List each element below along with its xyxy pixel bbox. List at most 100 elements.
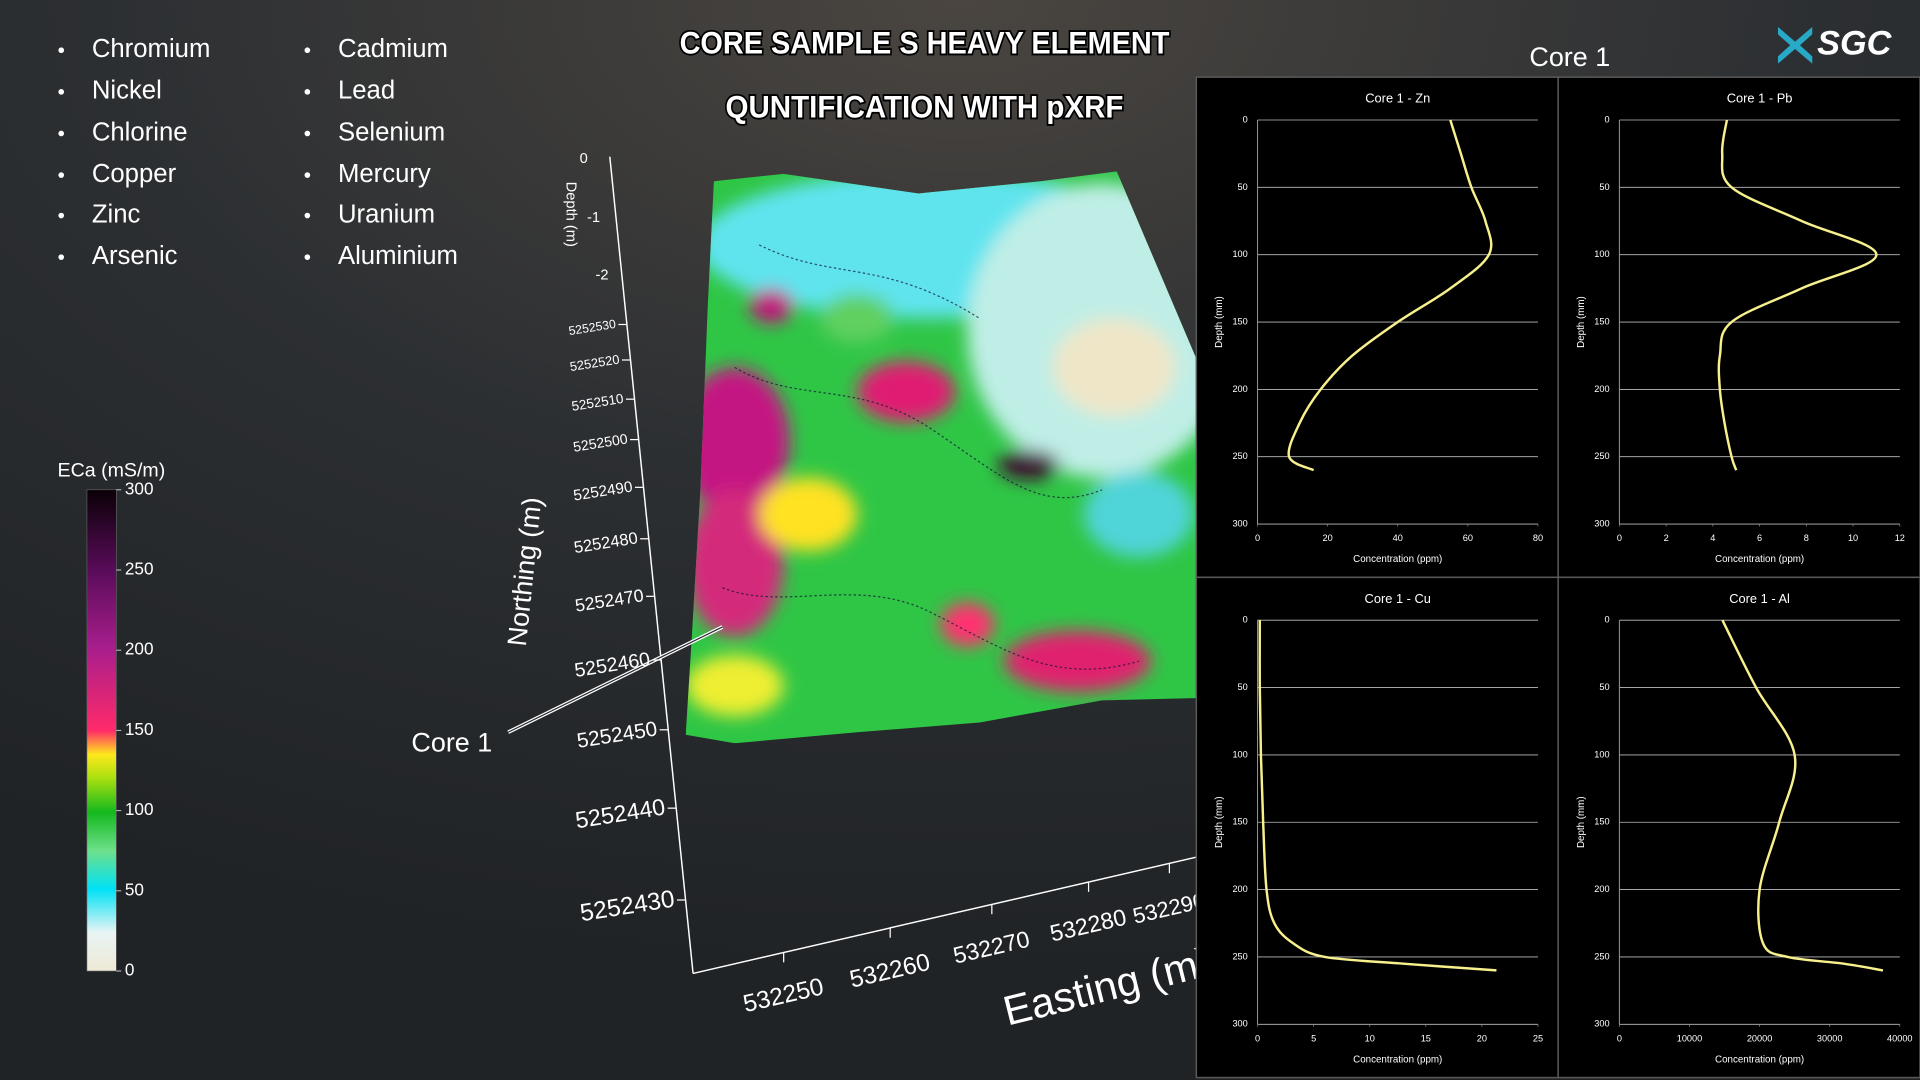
colorbar-tick-label: 250	[125, 559, 154, 579]
line-chart: Core 1 - Al 0 50 100 150 200 250 300 0 10000 20000…	[1557, 576, 1920, 1079]
chart-title: Core 1 - Al	[1729, 591, 1790, 606]
x-tick-label: 0	[1617, 1033, 1622, 1043]
x-tick-label: 5	[1311, 1033, 1316, 1043]
logo: SGC	[1777, 24, 1893, 64]
y-axis-label: Depth (mm)	[1576, 796, 1587, 848]
x-tick-label: 6	[1757, 533, 1762, 543]
y-tick-label: 150	[1232, 316, 1247, 326]
logo-text: SGC	[1817, 24, 1893, 62]
element-name: Zinc	[92, 200, 141, 228]
x-axis-label: Concentration (ppm)	[1353, 1054, 1442, 1065]
chart-background	[1557, 76, 1920, 579]
y-tick-label: 50	[1238, 182, 1248, 192]
y-tick-label: 300	[1594, 519, 1609, 529]
colorbar-label: ECa (mS/m)	[58, 460, 166, 482]
x-tick-label: 20	[1477, 1033, 1487, 1043]
y-axis-label: Depth (mm)	[1214, 296, 1225, 348]
x-tick-label: 20	[1323, 533, 1333, 543]
element-name: Nickel	[92, 77, 162, 105]
element-name: Cadmium	[338, 35, 448, 63]
element-name: Chlorine	[92, 118, 188, 146]
y-tick-label: 0	[1604, 114, 1609, 124]
x-tick-label: 10	[1848, 533, 1858, 543]
bullet	[58, 47, 65, 54]
bullet	[304, 212, 311, 219]
colorbar-tick-label: 100	[125, 799, 154, 819]
colorbar-tick-label: 300	[125, 478, 154, 498]
x-tick-label: 40000	[1887, 1033, 1913, 1043]
depth-axis-label: Depth (m)	[563, 182, 579, 247]
chart-title: Core 1 - Zn	[1365, 91, 1430, 106]
x-tick-label: 15	[1421, 1033, 1431, 1043]
element-name: Lead	[338, 77, 395, 105]
bullet	[58, 130, 65, 137]
chart-background	[1195, 76, 1559, 579]
x-tick-label: 10000	[1677, 1033, 1703, 1043]
profile-line	[1717, 119, 1878, 471]
x-tick-label: 25	[1533, 1033, 1543, 1043]
bullet	[304, 172, 311, 178]
x-axis-label: Concentration (ppm)	[1715, 554, 1804, 565]
element-name: Arsenic	[92, 242, 178, 270]
panel-label: Core 1	[1529, 42, 1610, 72]
y-tick-label: 50	[1599, 182, 1609, 192]
bullet	[304, 130, 311, 137]
y-tick-label: 250	[1594, 451, 1609, 461]
y-axis-label: Depth (mm)	[1214, 796, 1225, 848]
chart-title: Core 1 - Cu	[1365, 591, 1431, 606]
y-tick-label: 50	[1238, 682, 1248, 692]
line-chart: Core 1 - Cu 0 50 100 150 200 250 300 0 5 10 15 20 25 C…	[1195, 576, 1559, 1079]
depth-tick-label: -1	[587, 210, 600, 226]
profile-line	[1258, 620, 1497, 972]
y-tick-label: 150	[1594, 817, 1609, 827]
y-tick-label: 0	[1243, 615, 1248, 625]
title-line: QUNTIFICATION WITH pXRF	[726, 88, 1124, 124]
bullet	[304, 254, 311, 260]
x-axis-label: Concentration (ppm)	[1715, 1054, 1804, 1065]
x-tick-label: 40	[1393, 533, 1403, 543]
title-line: CORE SAMPLE S HEAVY ELEMENT	[680, 25, 1170, 61]
x-tick-label: 12	[1895, 533, 1905, 543]
profile-line	[1721, 619, 1884, 972]
x-tick-label: 0	[1255, 1033, 1260, 1043]
line-chart: Core 1 - Pb 0 50 100 150 200 250 300 0 2 4 6 8 10 12 Co…	[1557, 76, 1920, 579]
element-name: Chromium	[92, 35, 211, 63]
chart-title: Core 1 - Pb	[1727, 91, 1793, 106]
y-tick-label: 150	[1232, 817, 1247, 827]
x-tick-label: 80	[1533, 533, 1543, 543]
y-tick-label: 100	[1232, 249, 1247, 259]
y-tick-label: 250	[1232, 451, 1247, 461]
x-tick-label: 8	[1804, 533, 1809, 543]
x-tick-label: 60	[1463, 533, 1473, 543]
chart-background	[1557, 576, 1920, 1079]
y-tick-label: 300	[1594, 1019, 1609, 1029]
y-tick-label: 200	[1594, 384, 1609, 394]
y-tick-label: 0	[1604, 615, 1609, 625]
y-tick-label: 150	[1594, 316, 1609, 326]
y-tick-label: 100	[1594, 749, 1609, 759]
y-tick-label: 300	[1232, 519, 1247, 529]
x-tick-label: 30000	[1817, 1033, 1843, 1043]
colorbar-tick-label: 50	[125, 879, 144, 899]
x-axis-label: Concentration (ppm)	[1353, 554, 1442, 565]
y-tick-label: 0	[1243, 114, 1248, 124]
bullet	[304, 47, 311, 54]
element-name: Mercury	[338, 160, 431, 188]
y-tick-label: 100	[1594, 249, 1609, 259]
element-name: Copper	[92, 160, 177, 188]
y-tick-label: 300	[1232, 1019, 1247, 1029]
y-axis-label: Depth (mm)	[1576, 296, 1587, 348]
depth-tick-label: 0	[580, 151, 588, 167]
bullet	[304, 89, 311, 95]
y-tick-label: 200	[1232, 884, 1247, 894]
bullet	[58, 254, 65, 260]
line-chart: Core 1 - Zn 0 50 100 150 200 250 300 0 20 40 60 80 Co…	[1195, 76, 1559, 579]
y-tick-label: 100	[1232, 749, 1247, 759]
element-name: Uranium	[338, 200, 435, 228]
depth-tick-label: -2	[596, 267, 609, 283]
bullet	[58, 89, 65, 95]
y-tick-label: 50	[1599, 682, 1609, 692]
